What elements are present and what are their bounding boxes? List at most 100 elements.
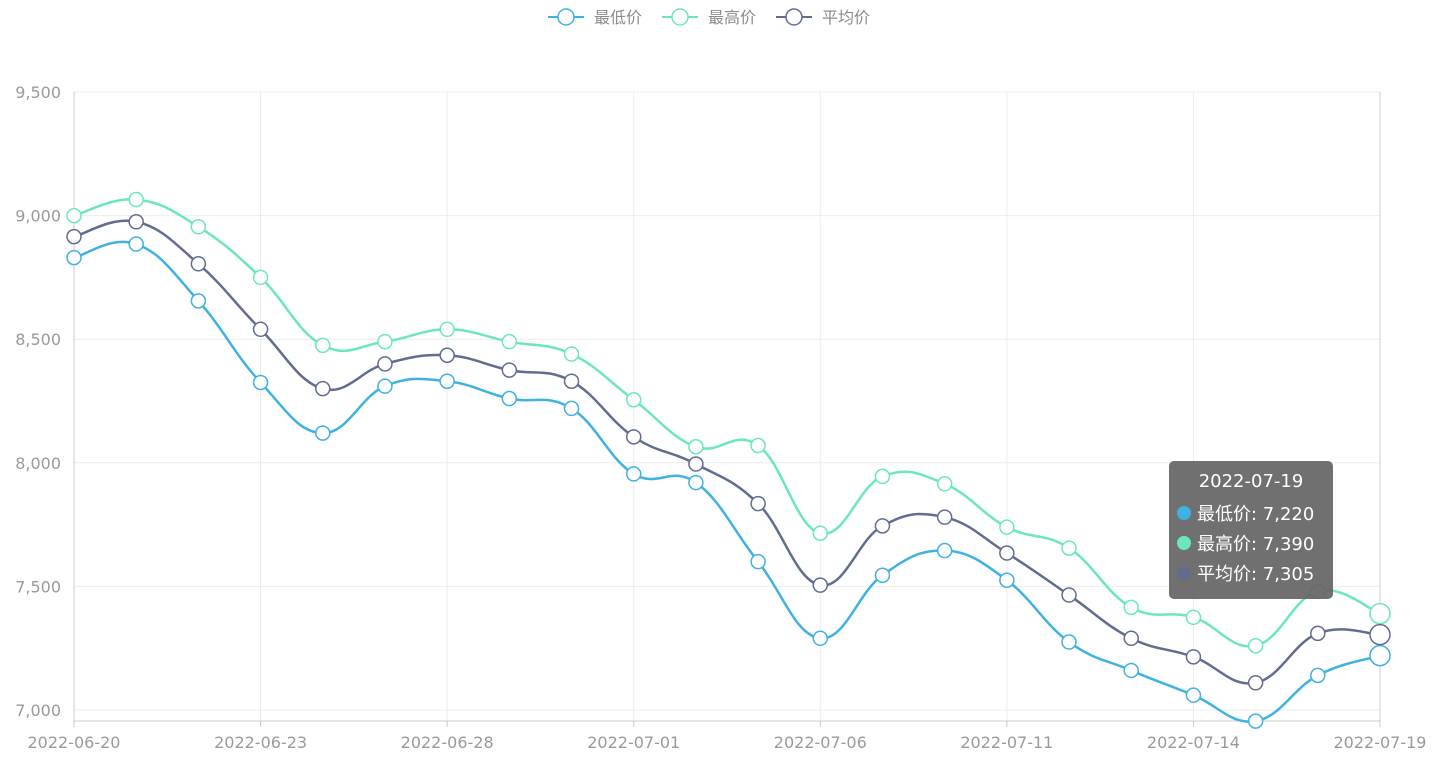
tooltip-dot-max (1177, 536, 1191, 550)
data-point (439, 321, 455, 338)
data-point (625, 429, 642, 445)
data-point (190, 293, 207, 309)
axes: 7,000 7,500 8,000 8,500 9,000 9,500 2022-06-20… (15, 83, 1426, 752)
data-point (874, 518, 891, 534)
data-point (563, 373, 580, 389)
data-point (999, 519, 1015, 535)
x-tick-label: 2022-07-01 (587, 733, 680, 752)
data-point (1247, 637, 1264, 654)
data-point (688, 456, 704, 472)
data-point (1247, 675, 1264, 691)
legend-marker (557, 8, 575, 26)
legend-marker (785, 8, 803, 26)
data-point (439, 347, 455, 364)
legend-label: 最低价 (594, 8, 642, 27)
data-point (377, 333, 393, 350)
data-point (812, 630, 829, 647)
data-point (1369, 602, 1391, 625)
data-point (999, 545, 1015, 561)
y-tick-label: 7,000 (15, 701, 61, 720)
data-point (501, 362, 518, 378)
data-point (501, 333, 518, 350)
data-point (1123, 662, 1139, 679)
data-point (750, 437, 766, 454)
data-point (1310, 667, 1326, 684)
x-tick-label: 2022-06-23 (214, 733, 307, 752)
data-point (812, 577, 829, 593)
data-point (252, 269, 269, 286)
legend[interactable]: 最低价 最高价 平均价 (548, 8, 870, 27)
data-point (1369, 644, 1391, 667)
data-point (128, 214, 144, 230)
data-point (1247, 713, 1264, 729)
series-line-0 (73, 240, 1381, 723)
tooltip-dot-min (1177, 506, 1191, 520)
data-point (750, 495, 766, 512)
data-point (190, 218, 207, 235)
data-point (1061, 587, 1077, 603)
data-point (315, 425, 331, 441)
tooltip-title: 2022-07-19 (1198, 471, 1304, 492)
data-point (66, 228, 82, 245)
x-tick-label: 2022-06-20 (28, 733, 121, 752)
data-point (1185, 649, 1202, 665)
data-point (1123, 599, 1139, 616)
data-point (688, 474, 704, 491)
data-point (936, 509, 953, 525)
x-tick-label: 2022-07-14 (1147, 733, 1240, 752)
x-tick-label: 2022-07-19 (1334, 733, 1427, 752)
tooltip: 2022-07-19 最低价: 7,220 最高价: 7,390 平均价: 7,… (1169, 461, 1333, 599)
data-point (1123, 630, 1139, 647)
data-point (501, 390, 518, 407)
data-point (625, 392, 642, 408)
data-point (377, 356, 393, 372)
tooltip-row-min: 最低价: 7,220 (1177, 498, 1333, 528)
tooltip-label-max: 最高价: 7,390 (1197, 534, 1315, 555)
y-tick-label: 7,500 (15, 577, 61, 596)
data-point (874, 567, 891, 584)
tooltip-label-min: 最低价: 7,220 (1197, 504, 1315, 525)
tooltip-dot-avg (1177, 566, 1191, 580)
data-point (128, 236, 144, 252)
data-point (377, 378, 393, 394)
data-point (563, 346, 580, 362)
legend-label: 平均价 (822, 8, 870, 27)
y-tick-label: 8,500 (15, 330, 61, 349)
data-point (750, 553, 766, 570)
x-tick-label: 2022-07-11 (960, 733, 1053, 752)
data-point (1185, 687, 1202, 703)
data-point (688, 438, 704, 455)
data-point (563, 400, 580, 417)
data-point (936, 542, 953, 559)
data-point (128, 191, 144, 208)
legend-item-0[interactable]: 最低价 (548, 8, 642, 27)
y-tick-label: 9,000 (15, 207, 61, 226)
data-point (1061, 634, 1077, 650)
legend-item-1[interactable]: 最高价 (662, 8, 756, 27)
grid-lines (73, 91, 1381, 721)
data-point (1185, 609, 1202, 626)
y-tick-label: 9,500 (15, 83, 61, 102)
data-point (315, 337, 331, 354)
tooltip-row-max: 最高价: 7,390 (1177, 528, 1333, 558)
data-point (315, 380, 331, 397)
data-point (190, 256, 207, 272)
data-point (874, 468, 891, 485)
data-point (1369, 623, 1391, 646)
series-line-1 (73, 198, 1381, 648)
legend-label: 最高价 (708, 8, 756, 27)
data-point (252, 374, 269, 391)
legend-item-2[interactable]: 平均价 (776, 8, 870, 27)
tooltip-label-avg: 平均价: 7,305 (1197, 564, 1315, 585)
data-point (1310, 625, 1326, 642)
data-point (936, 476, 953, 492)
series-lines (66, 191, 1391, 729)
data-point (1061, 540, 1077, 556)
legend-marker (671, 8, 689, 26)
data-point (439, 373, 455, 389)
data-point (625, 466, 642, 482)
x-tick-label: 2022-06-28 (401, 733, 494, 752)
data-point (252, 321, 269, 338)
tooltip-row-avg: 平均价: 7,305 (1177, 558, 1333, 588)
